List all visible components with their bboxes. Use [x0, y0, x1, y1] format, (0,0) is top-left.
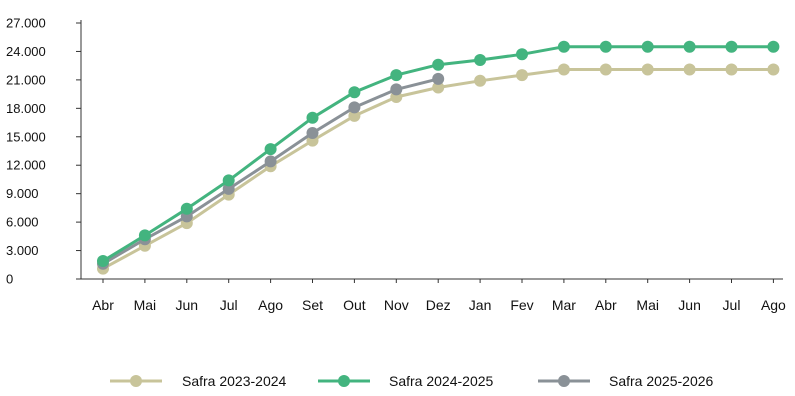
data-point: [264, 155, 277, 168]
x-tick-label: Out: [343, 297, 366, 313]
data-point: [516, 69, 528, 82]
data-point: [683, 40, 696, 53]
series-line-1: [101, 68, 775, 271]
legend-swatch-marker: [338, 375, 350, 387]
x-tick-label: Abr: [595, 297, 617, 313]
data-point: [516, 48, 528, 61]
data-point: [180, 202, 193, 215]
y-tick-label: 15.000: [6, 129, 46, 144]
legend-label: Safra 2023-2024: [182, 373, 287, 389]
y-tick-label: 18.000: [6, 101, 46, 116]
data-point: [767, 63, 780, 76]
x-tick-label: Nov: [384, 297, 409, 313]
data-point: [725, 63, 738, 76]
x-tick-label: Ago: [258, 297, 283, 313]
y-tick-label: 9.000: [6, 186, 39, 201]
data-point: [432, 81, 445, 94]
data-point: [138, 229, 151, 242]
legend: Safra 2023-2024 Safra 2024-2025 Safra 2025…: [110, 373, 714, 389]
legend-item: Safra 2023-2024: [110, 373, 287, 389]
data-point: [474, 74, 487, 87]
legend-label: Safra 2025-2026: [609, 373, 714, 389]
data-point: [222, 182, 235, 195]
y-tick-label: 3.000: [6, 243, 39, 258]
x-tick-label: Fev: [510, 297, 533, 313]
data-point: [474, 54, 487, 66]
legend-swatch-marker: [558, 375, 570, 387]
legend-label: Safra 2024-2025: [389, 373, 494, 389]
x-tick-label: Set: [302, 297, 323, 313]
data-point: [599, 63, 612, 76]
x-tick-label: Jun: [678, 297, 701, 313]
x-tick-label: Jan: [469, 297, 492, 313]
y-tick-label: 27.000: [6, 16, 46, 31]
data-point: [97, 255, 109, 267]
legend-swatch-marker: [130, 375, 142, 387]
x-tick-label: Mai: [636, 297, 659, 313]
data-point: [725, 40, 738, 53]
data-point: [306, 127, 319, 139]
y-tick-label: 6.000: [6, 215, 39, 230]
x-tick-label: Ago: [761, 297, 786, 313]
y-tick-label: 21.000: [6, 72, 46, 87]
x-tick-label: Jul: [220, 297, 238, 313]
x-tick-label: Jun: [176, 297, 199, 313]
x-tick-label: Jul: [723, 297, 741, 313]
x-tick-label: Mar: [552, 297, 576, 313]
data-point: [641, 63, 654, 76]
data-point: [222, 174, 235, 187]
x-tick-label: Dez: [426, 297, 451, 313]
data-point: [390, 69, 403, 82]
data-point: [264, 143, 277, 156]
data-point: [557, 40, 570, 53]
data-point: [432, 58, 445, 71]
axes: 0 3.000 6.000 9.000 12.000 15.000 18.000 21.000…: [6, 16, 786, 314]
data-point: [683, 63, 696, 76]
x-tick-label: Mai: [134, 297, 157, 313]
y-tick-label: 0: [6, 272, 13, 287]
legend-item: Safra 2025-2026: [538, 373, 714, 389]
y-tick-label: 24.000: [6, 44, 46, 59]
data-point: [641, 40, 654, 53]
data-point: [599, 40, 612, 53]
series-group: [97, 40, 780, 275]
data-point: [348, 86, 361, 99]
data-point: [432, 72, 445, 85]
legend-item: Safra 2024-2025: [318, 373, 494, 389]
x-tick-label: Abr: [92, 297, 114, 313]
data-point: [348, 109, 361, 122]
data-point: [557, 63, 570, 76]
data-point: [767, 40, 780, 53]
data-point: [306, 111, 319, 124]
y-tick-label: 12.000: [6, 158, 46, 173]
data-point: [390, 83, 403, 96]
data-point: [348, 101, 361, 114]
